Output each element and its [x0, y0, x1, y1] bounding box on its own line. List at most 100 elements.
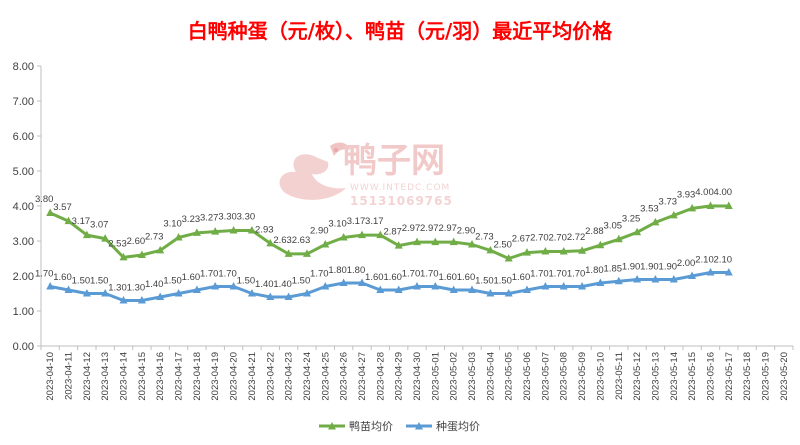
x-tick-label: 2023-04-21 [247, 352, 258, 401]
data-label: 2.70 [530, 233, 549, 244]
x-tick-label: 2023-05-19 [760, 352, 771, 401]
x-tick-label: 2023-04-16 [155, 352, 166, 401]
data-point [174, 233, 183, 241]
data-label: 2.10 [695, 255, 714, 266]
data-label: 3.10 [163, 219, 182, 230]
watermark-brand: 鸭子网 [343, 141, 445, 181]
series-line [49, 271, 729, 302]
data-point [101, 234, 110, 242]
data-point [321, 240, 330, 248]
data-point [706, 268, 715, 276]
data-label: 1.40 [145, 279, 164, 290]
data-labels: 3.803.573.17 3.072.53 2.60 2.733.10 3.23 3.27… [35, 187, 732, 294]
watermark-url: WWW.INTEDC.COM [350, 183, 450, 193]
watermark-phone: 15131069765 [350, 194, 453, 208]
data-point [303, 289, 311, 297]
data-label: 1.70 [35, 269, 54, 280]
data-point [468, 285, 476, 293]
legend-item-duckling: 鸭苗均价 [319, 420, 393, 433]
data-label: 2.93 [255, 224, 274, 235]
data-label: 1.60 [512, 272, 531, 283]
data-point [468, 240, 476, 248]
x-tick-label: 2023-05-07 [540, 352, 551, 401]
x-tick-label: 2023-05-05 [504, 352, 515, 401]
data-point [394, 241, 403, 249]
data-label: 1.60 [365, 272, 384, 283]
data-label: 3.27 [200, 213, 219, 224]
data-point [46, 282, 55, 290]
legend-label-duckling: 鸭苗均价 [349, 420, 393, 433]
data-point [633, 227, 642, 236]
data-label: 1.70 [402, 269, 421, 280]
data-point [266, 292, 275, 300]
y-tick-label: 2.00 [13, 271, 34, 283]
data-label: 1.90 [659, 262, 678, 273]
data-label: 2.73 [475, 231, 494, 242]
x-tick-label: 2023-05-11 [614, 352, 625, 400]
data-point [541, 282, 550, 290]
data-label: 1.50 [237, 276, 256, 287]
data-label: 1.50 [475, 276, 494, 287]
x-tick-label: 2023-04-10 [45, 352, 56, 401]
data-point [284, 292, 293, 300]
data-label: 3.05 [604, 220, 623, 231]
data-label: 2.73 [145, 231, 164, 242]
data-point [559, 247, 568, 255]
data-label: 1.50 [163, 276, 182, 287]
data-point [192, 285, 201, 293]
data-point [119, 296, 128, 304]
data-point [578, 282, 587, 290]
x-tick-label: 2023-04-25 [320, 352, 331, 401]
data-label: 1.40 [273, 279, 292, 290]
x-tick-label: 2023-05-20 [779, 352, 790, 401]
x-tick-label: 2023-04-19 [210, 352, 221, 401]
data-point [413, 237, 421, 246]
data-label: 2.67 [512, 234, 531, 245]
data-label: 3.30 [218, 212, 237, 223]
chart-title: 白鸭种蛋（元/枚）、鸭苗（元/羽）最近平均价格 [188, 19, 614, 43]
x-tick-label: 2023-05-06 [522, 352, 533, 401]
data-point [229, 282, 238, 290]
data-label: 3.17 [347, 216, 366, 227]
data-point [669, 275, 678, 283]
data-label: 1.60 [182, 272, 201, 283]
series-line [49, 204, 729, 260]
data-label: 1.70 [218, 269, 237, 280]
data-label: 2.70 [548, 233, 567, 244]
x-tick-label: 2023-04-20 [229, 352, 240, 401]
legend-marker-duckling [328, 422, 336, 430]
series-layer [46, 201, 733, 304]
data-point [504, 289, 513, 297]
data-label: 1.30 [127, 283, 146, 294]
data-label: 3.30 [237, 212, 256, 223]
data-label: 1.30 [108, 283, 127, 294]
data-point [651, 275, 660, 283]
data-point [82, 230, 91, 239]
data-point [64, 216, 73, 225]
data-label: 1.70 [200, 269, 219, 280]
data-label: 1.70 [530, 269, 549, 280]
y-tick-label: 8.00 [13, 61, 34, 73]
data-label: 3.17 [365, 216, 384, 227]
data-point [192, 228, 201, 236]
data-label: 2.63 [273, 235, 292, 246]
data-point [431, 282, 440, 290]
y-tick-label: 1.00 [13, 306, 34, 318]
data-label: 1.40 [255, 279, 274, 290]
data-point [504, 254, 513, 262]
data-label: 1.70 [548, 269, 567, 280]
x-tick-label: 2023-04-26 [339, 352, 350, 401]
legend-marker-egg [415, 422, 423, 430]
data-label: 1.85 [604, 263, 623, 274]
x-tick-label: 2023-04-13 [100, 352, 111, 401]
data-point [211, 227, 220, 235]
data-label: 3.57 [53, 202, 72, 213]
data-label: 2.97 [420, 223, 439, 234]
data-label: 2.53 [108, 238, 127, 249]
y-tick-label: 7.00 [13, 96, 34, 108]
data-point [614, 234, 623, 243]
data-point [376, 230, 385, 239]
data-point [578, 246, 587, 254]
data-label: 2.00 [677, 258, 696, 269]
